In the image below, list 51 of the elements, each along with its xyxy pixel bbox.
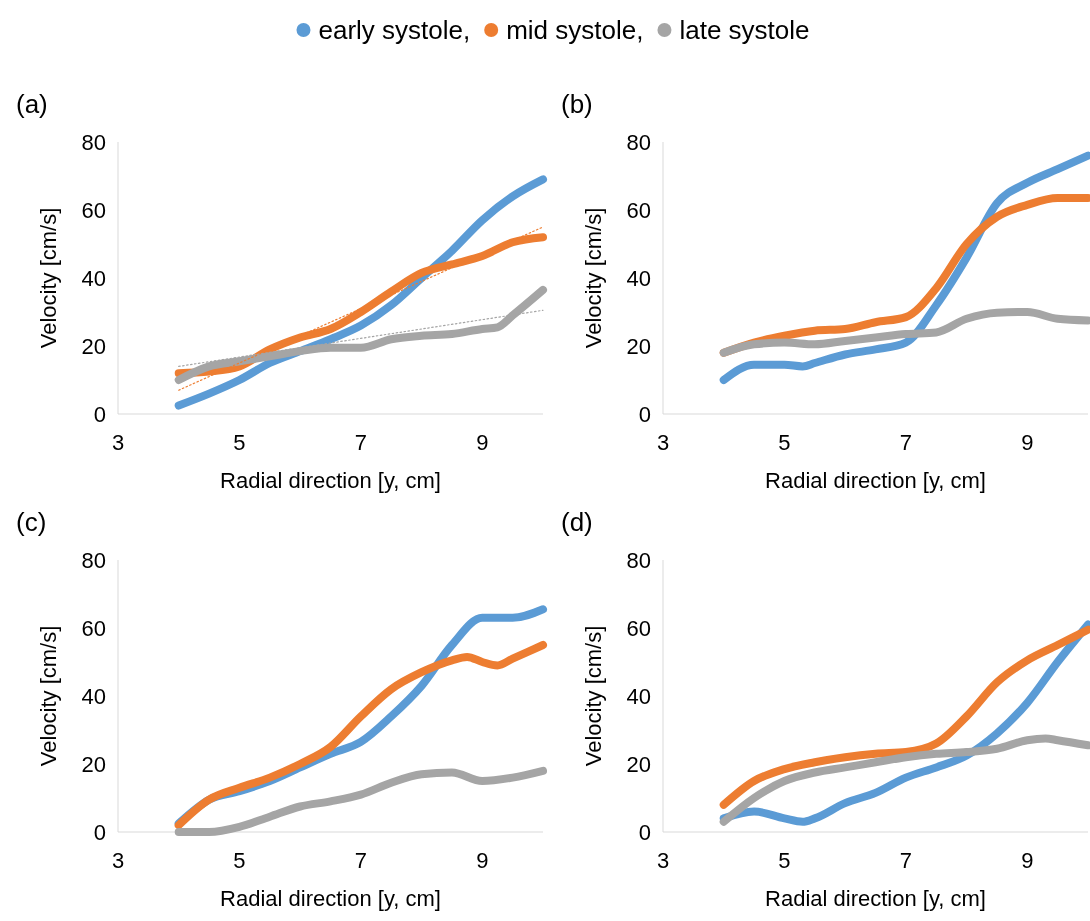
chart-title: (a) xyxy=(16,89,48,119)
legend-label: late systole xyxy=(679,15,810,46)
x-axis-title: Radial direction [y, cm] xyxy=(220,886,441,911)
x-axis-title: Radial direction [y, cm] xyxy=(765,468,986,493)
chart-title: (c) xyxy=(16,507,47,537)
y-tick-label: 20 xyxy=(626,333,651,359)
y-tick-label: 20 xyxy=(626,751,651,777)
y-tick-label: 20 xyxy=(81,751,106,777)
x-tick-label: 5 xyxy=(778,430,791,455)
y-axis-title: Velocity [cm/s] xyxy=(36,625,61,767)
x-tick-label: 5 xyxy=(233,848,246,873)
x-tick-label: 9 xyxy=(1021,848,1034,873)
x-tick-label: 7 xyxy=(354,430,367,455)
y-tick-label: 0 xyxy=(93,819,106,845)
x-axis-title: Radial direction [y, cm] xyxy=(220,468,441,493)
y-tick-label: 60 xyxy=(626,615,651,641)
y-tick-label: 0 xyxy=(93,401,106,427)
x-tick-label: 9 xyxy=(476,848,489,873)
y-axis-title: Velocity [cm/s] xyxy=(581,625,606,767)
y-axis-title: Velocity [cm/s] xyxy=(581,207,606,349)
y-tick-label: 40 xyxy=(626,683,651,709)
x-tick-label: 7 xyxy=(899,848,912,873)
y-tick-label: 0 xyxy=(638,401,651,427)
x-tick-label: 5 xyxy=(233,430,246,455)
y-tick-label: 80 xyxy=(81,129,106,155)
x-tick-label: 3 xyxy=(656,430,670,455)
y-tick-label: 60 xyxy=(81,197,106,223)
x-tick-label: 7 xyxy=(354,848,367,873)
x-tick-label: 7 xyxy=(899,430,912,455)
y-tick-label: 20 xyxy=(81,333,106,359)
y-tick-label: 80 xyxy=(81,547,106,573)
chart-title: (d) xyxy=(561,507,593,537)
y-tick-label: 60 xyxy=(626,197,651,223)
x-tick-label: 3 xyxy=(111,430,125,455)
legend-label: mid systole, xyxy=(506,15,644,46)
y-axis-title: Velocity [cm/s] xyxy=(36,207,61,349)
y-tick-label: 40 xyxy=(626,265,651,291)
x-tick-label: 9 xyxy=(1021,430,1034,455)
x-tick-label: 3 xyxy=(111,848,125,873)
legend-label: early systole, xyxy=(318,15,471,46)
y-tick-label: 0 xyxy=(638,819,651,845)
y-tick-label: 40 xyxy=(81,683,106,709)
x-tick-label: 3 xyxy=(656,848,670,873)
x-axis-title: Radial direction [y, cm] xyxy=(765,886,986,911)
x-tick-label: 9 xyxy=(476,430,489,455)
y-tick-label: 60 xyxy=(81,615,106,641)
y-tick-label: 40 xyxy=(81,265,106,291)
chart-title: (b) xyxy=(561,89,593,119)
x-tick-label: 5 xyxy=(778,848,791,873)
y-tick-label: 80 xyxy=(626,129,651,155)
y-tick-label: 80 xyxy=(626,547,651,573)
